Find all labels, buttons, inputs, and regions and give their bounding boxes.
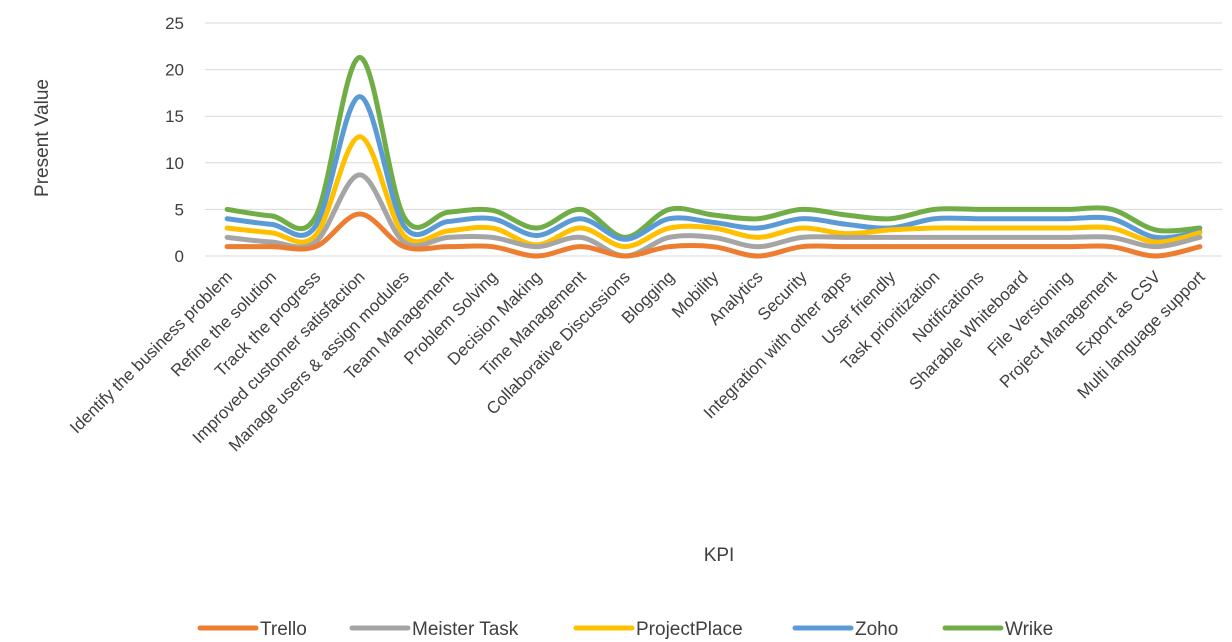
series-line-projectplace bbox=[224, 134, 1203, 250]
y-tick-label: 25 bbox=[165, 14, 184, 33]
legend-label: Meister Task bbox=[412, 619, 519, 640]
y-tick-label: 15 bbox=[165, 107, 184, 126]
y-tick-label: 20 bbox=[165, 61, 184, 80]
series-line-trello bbox=[224, 211, 1203, 259]
series-line-wrike bbox=[224, 54, 1203, 240]
y-tick-label: 0 bbox=[175, 247, 184, 266]
y-tick-label: 5 bbox=[175, 200, 184, 219]
y-tick-label: 10 bbox=[165, 154, 184, 173]
series-lines bbox=[224, 54, 1203, 259]
legend-label: Trello bbox=[260, 619, 307, 640]
y-axis-title: Present Value bbox=[32, 79, 53, 197]
legend-label: Wrike bbox=[1005, 619, 1053, 640]
series-line-zoho bbox=[224, 94, 1203, 242]
legend-label: Zoho bbox=[855, 619, 898, 640]
legend: Trello Meister Task ProjectPlace Zoho Wrike bbox=[197, 619, 1053, 640]
legend-label: ProjectPlace bbox=[636, 619, 743, 640]
y-axis-ticks: 0 5 10 15 20 25 bbox=[165, 14, 184, 266]
x-axis-title: KPI bbox=[704, 545, 735, 566]
series-line-meister-task bbox=[224, 172, 1203, 259]
